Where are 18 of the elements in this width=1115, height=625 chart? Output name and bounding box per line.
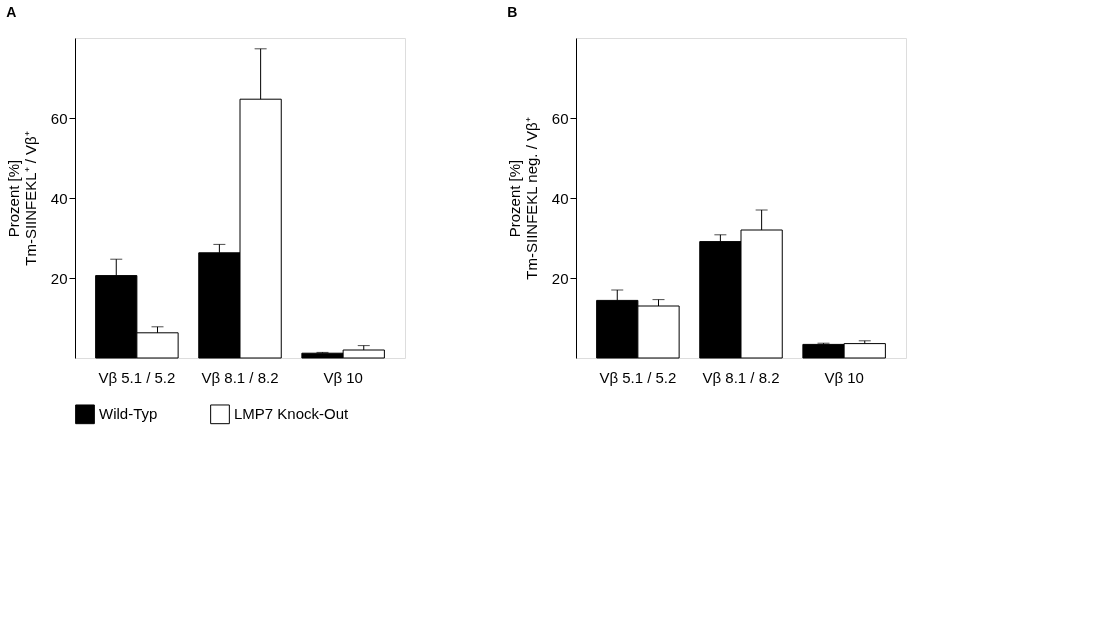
legend-label: LMP7 Knock-Out: [234, 405, 350, 423]
x-tick-label: Vβ 10: [824, 368, 864, 386]
y-tick-label: 60: [50, 109, 68, 127]
y-tick-label: 20: [50, 269, 68, 287]
chart-title: B: [507, 4, 518, 20]
legend-label: Wild-Typ: [99, 405, 158, 423]
x-tick-label: Vβ 5.1 / 5.2: [599, 368, 677, 386]
x-tick-label: Vβ 8.1 / 8.2: [702, 368, 780, 386]
x-tick-label: Vβ 10: [323, 368, 363, 386]
y-tick-label: 60: [551, 109, 569, 127]
y-tick-label: 20: [551, 269, 569, 287]
x-tick-label: Vβ 8.1 / 8.2: [201, 368, 279, 386]
chart-title: A: [6, 4, 17, 20]
y-tick-label: 40: [551, 189, 569, 207]
y-axis-title: Prozent [%] Tm-SIINFEKL neg. / Vβ⁺: [505, 117, 540, 280]
y-axis-title: Prozent [%] Tm-SIINFEKL⁺ / Vβ⁺: [4, 131, 39, 266]
x-tick-label: Vβ 5.1 / 5.2: [98, 368, 176, 386]
y-tick-label: 40: [50, 189, 68, 207]
